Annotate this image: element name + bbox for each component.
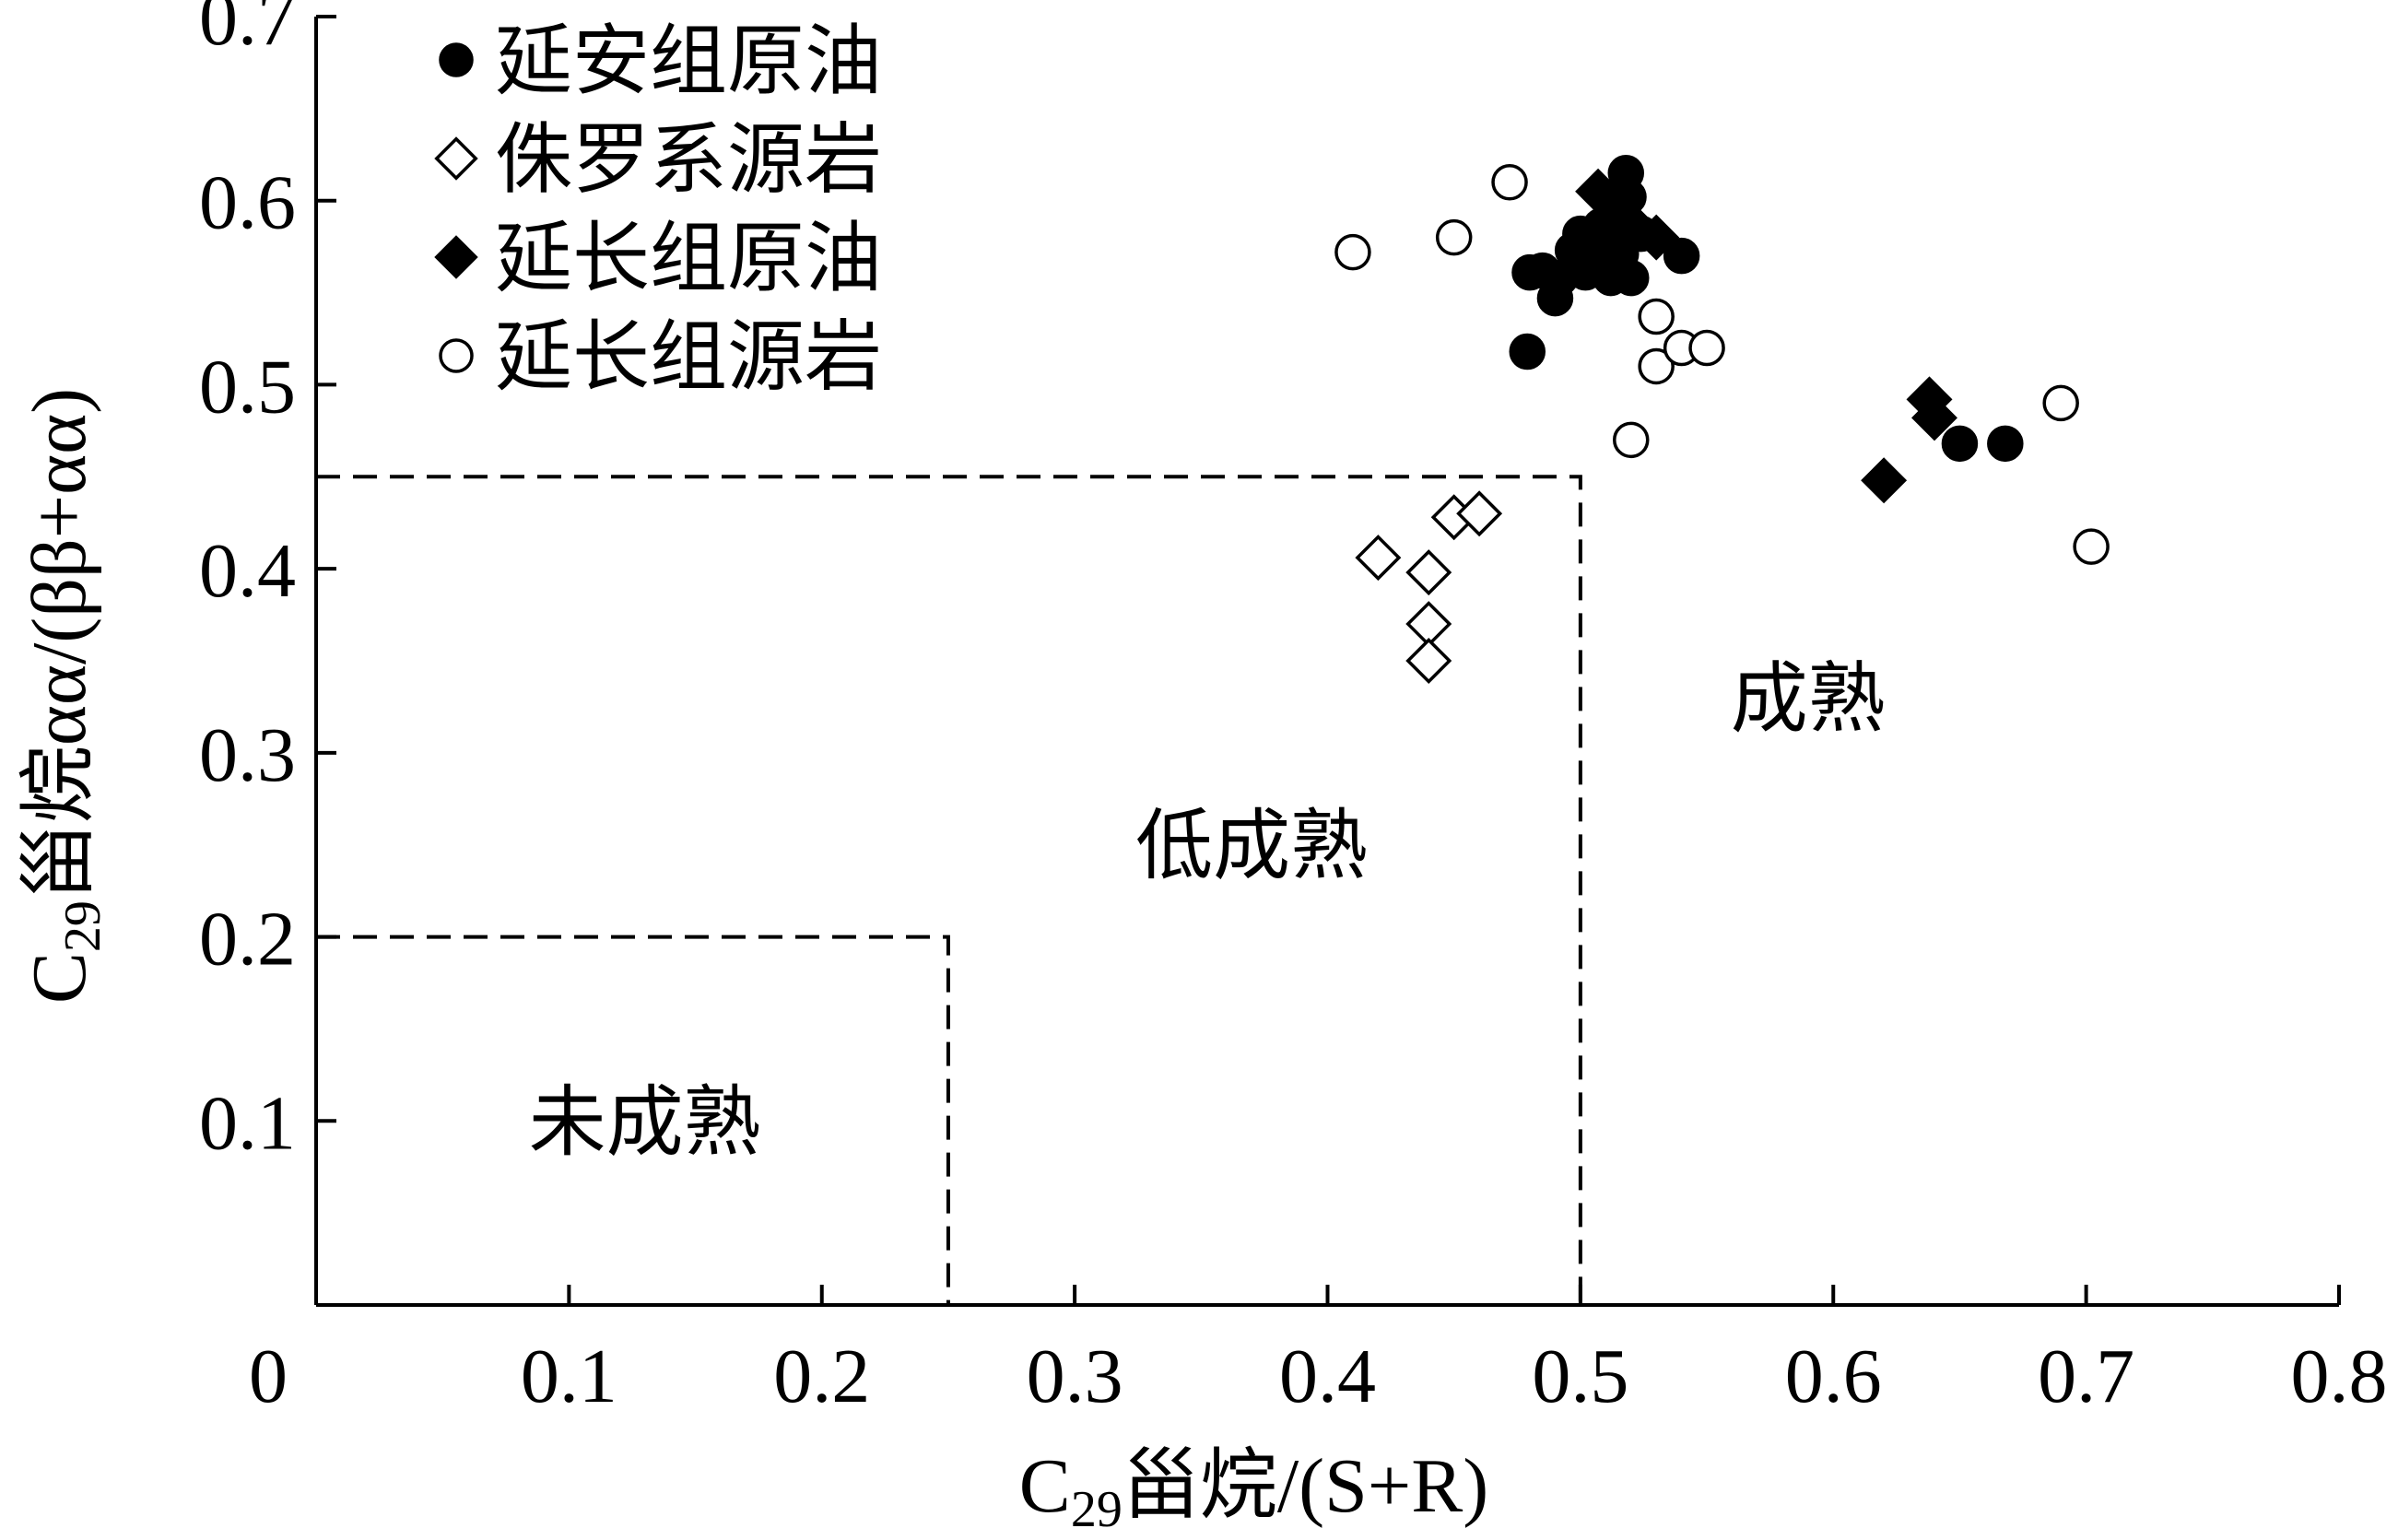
- data-point: [1911, 394, 1957, 441]
- y-tick-label: 0.5: [199, 344, 296, 429]
- data-point: [1509, 333, 1546, 370]
- y-axis-label-prefix: C: [17, 952, 102, 1004]
- data-point: [2073, 528, 2110, 565]
- x-tick-label: 0.5: [1532, 1334, 1628, 1419]
- legend-label: 侏罗系源岩: [495, 114, 882, 205]
- data-point: [1987, 425, 2024, 463]
- series-group: [1575, 168, 1957, 504]
- x-tick-label: 0.6: [1785, 1334, 1882, 1419]
- data-point: [1688, 329, 1725, 367]
- series-group: [1334, 163, 2110, 565]
- y-axis-ticks: 0.1 0.2 0.3 0.4 0.5 0.6 0.7: [199, 0, 336, 1166]
- data-point: [1575, 168, 1622, 215]
- data-point: [1613, 421, 1650, 459]
- series-group: [1355, 490, 1503, 684]
- x-tick-label: 0.1: [521, 1334, 617, 1419]
- data-point: [1613, 259, 1650, 297]
- series-group: [1509, 155, 2024, 463]
- region-labels: 未成熟 低成熟 成熟: [529, 653, 1886, 1167]
- x-axis-label-suffix: 甾烷/(S+R): [1123, 1443, 1488, 1529]
- data-point: [1355, 535, 1402, 582]
- y-tick-label: 0.3: [199, 712, 296, 798]
- x-tick-label: 0.4: [1279, 1334, 1376, 1419]
- data-point: [1334, 233, 1371, 271]
- x-tick-label: 0.3: [1027, 1334, 1123, 1419]
- data-point: [1405, 638, 1452, 684]
- region-boundary: [316, 475, 1582, 1305]
- y-axis-label-subscript: 29: [54, 900, 112, 952]
- region-boundary: [316, 935, 950, 1305]
- x-axis-label-prefix: C: [1019, 1443, 1071, 1529]
- region-label: 未成熟: [529, 1076, 761, 1167]
- legend-marker: [439, 42, 474, 77]
- y-axis-label-suffix: 甾烷αα/(ββ+αα): [17, 388, 102, 900]
- region-label: 成熟: [1731, 653, 1886, 744]
- data-point: [1638, 347, 1675, 385]
- legend-label: 延安组原油: [495, 16, 882, 106]
- data-point: [1941, 425, 1979, 463]
- x-tick-label: 0.2: [773, 1334, 870, 1419]
- data-point: [2042, 384, 2079, 422]
- y-tick-label: 0.2: [199, 897, 296, 982]
- x-tick-label: 0.7: [2038, 1334, 2134, 1419]
- legend-marker: [434, 136, 478, 181]
- data-point: [1405, 549, 1452, 596]
- x-tick-label: 0.8: [2291, 1334, 2388, 1419]
- data-point: [1435, 218, 1473, 256]
- y-tick-label: 0.1: [199, 1080, 296, 1166]
- x-axis-label-subscript: 29: [1071, 1481, 1123, 1538]
- legend-marker: [439, 338, 474, 373]
- legend-marker: [434, 235, 478, 279]
- legend-label: 延长组原油: [495, 213, 882, 303]
- y-tick-label: 0.6: [199, 160, 296, 246]
- data-point: [1456, 490, 1503, 537]
- region-boundaries: [316, 475, 1582, 1305]
- data-point: [1638, 298, 1675, 335]
- data-point: [1633, 214, 1680, 261]
- data-point: [1663, 237, 1700, 275]
- y-tick-label: 0.7: [199, 0, 296, 62]
- region-label: 低成熟: [1135, 801, 1368, 891]
- x-axis-ticks: 0 0.1 0.2 0.3 0.4 0.5 0.6 0.7 0.8: [249, 1285, 2388, 1419]
- data-point: [1491, 163, 1528, 201]
- x-axis-label: C29甾烷/(S+R): [1019, 1443, 1488, 1538]
- data-points: [1334, 155, 2110, 684]
- data-point: [1861, 457, 1908, 504]
- y-axis-label: C29甾烷αα/(ββ+αα): [17, 388, 112, 1004]
- legend-label: 延长组源岩: [495, 312, 882, 402]
- x-tick-label: 0: [249, 1334, 288, 1419]
- y-tick-label: 0.4: [199, 528, 296, 614]
